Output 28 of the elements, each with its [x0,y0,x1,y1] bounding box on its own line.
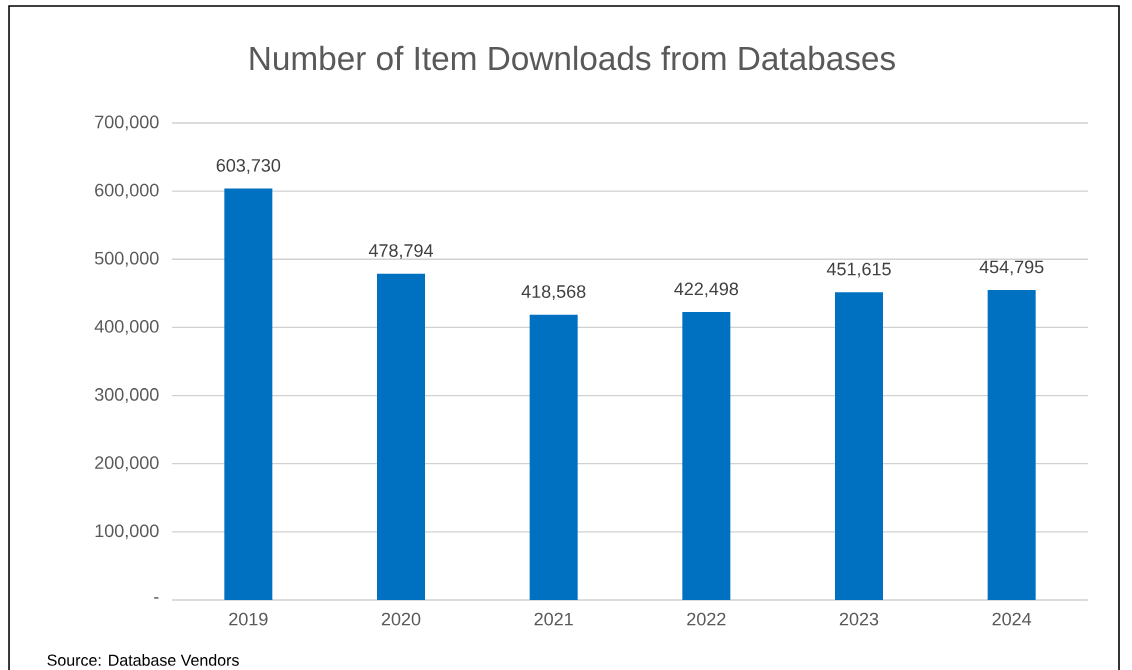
data-label: 603,730 [216,159,281,174]
bar [682,312,731,600]
y-tick-label: 700,000 [95,115,159,131]
y-tick-label: 300,000 [94,388,159,403]
bar [377,273,426,600]
data-label: 418,568 [521,285,586,301]
y-tick-label: 600,000 [95,183,159,199]
data-label: 422,498 [674,282,739,298]
x-tick-label: 2022 [687,612,726,626]
data-label: 451,615 [826,262,891,278]
bar [224,188,273,600]
x-tick-label: 2023 [839,612,879,626]
x-tick-label: 2020 [381,612,421,626]
chart-title: Number of Item Downloads from Databases [250,45,895,71]
bar [835,292,883,600]
y-tick-label: - [154,597,159,599]
data-label: 454,795 [979,260,1044,276]
y-tick-label: 200,000 [95,456,159,472]
source-note: Source: Database Vendors [47,654,239,666]
bar [987,290,1036,600]
y-tick-label: 500,000 [94,251,159,267]
y-tick-label: 400,000 [94,319,159,335]
x-tick-label: 2021 [534,612,573,626]
x-tick-label: 2024 [992,612,1032,626]
y-tick-label: 100,000 [95,524,159,540]
bar [529,314,578,600]
x-tick-label: 2019 [229,612,268,626]
data-label: 478,794 [368,244,434,260]
